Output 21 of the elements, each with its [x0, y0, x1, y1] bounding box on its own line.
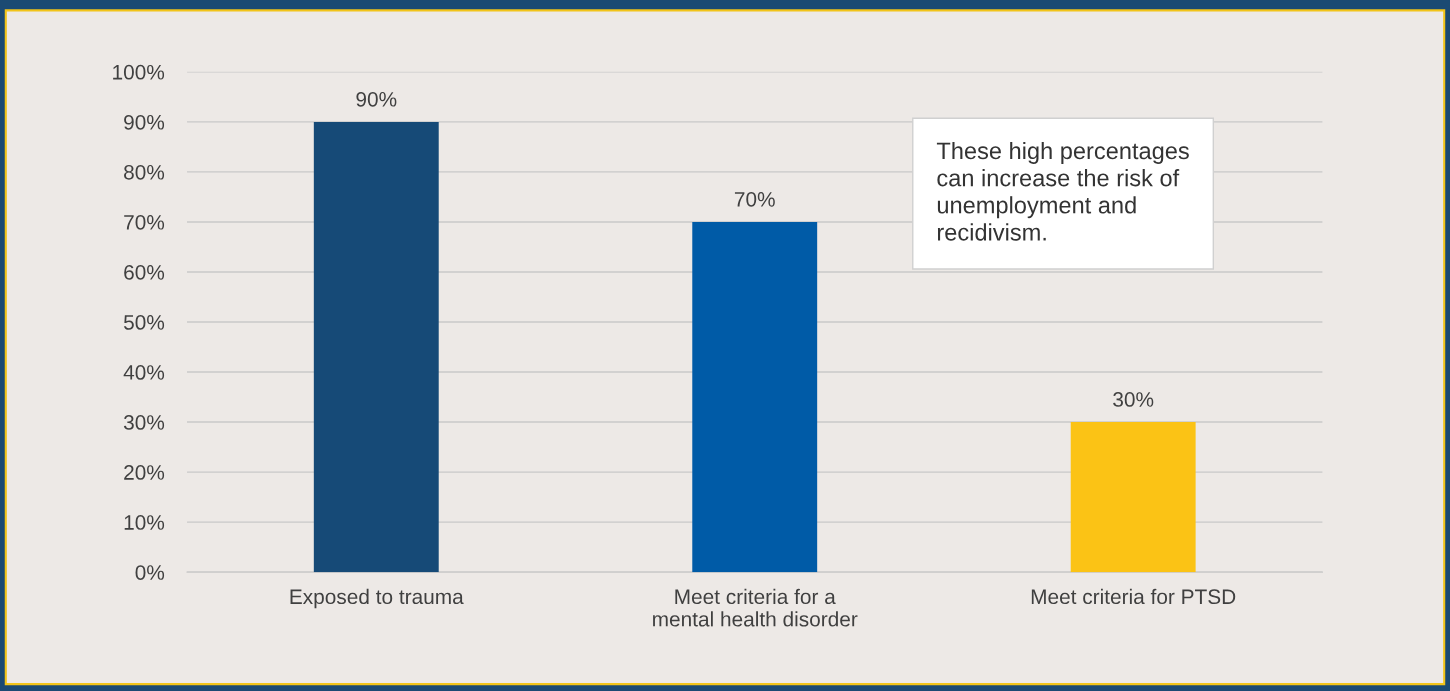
y-tick-label: 10% [124, 515, 165, 530]
y-tick-label: 90% [124, 114, 165, 130]
y-tick-label: 100% [113, 64, 165, 80]
x-tick-label: Exposed to trauma [290, 588, 464, 609]
y-tick-label: 40% [123, 365, 165, 380]
data-label: 30% [1113, 392, 1154, 407]
y-tick-label: 0% [135, 565, 165, 580]
y-tick-label: 30% [123, 415, 165, 430]
data-label: 70% [734, 191, 775, 207]
bar [313, 121, 439, 573]
y-tick-label: 50% [123, 315, 165, 330]
bar [692, 221, 818, 573]
bar [1070, 422, 1196, 573]
y-tick-label: 60% [124, 264, 165, 280]
x-tick-label: Meet criteria for a mental health disorder [653, 588, 858, 627]
annotation: These high percentages can increase the risk of unemployment and recidivism. [936, 141, 1189, 241]
y-tick-label: 20% [124, 465, 165, 480]
y-tick-label: 70% [124, 214, 165, 230]
y-tick-label: 80% [124, 164, 165, 180]
x-tick-label: Meet criteria for PTSD [1031, 588, 1236, 605]
data-label: 90% [356, 91, 397, 107]
